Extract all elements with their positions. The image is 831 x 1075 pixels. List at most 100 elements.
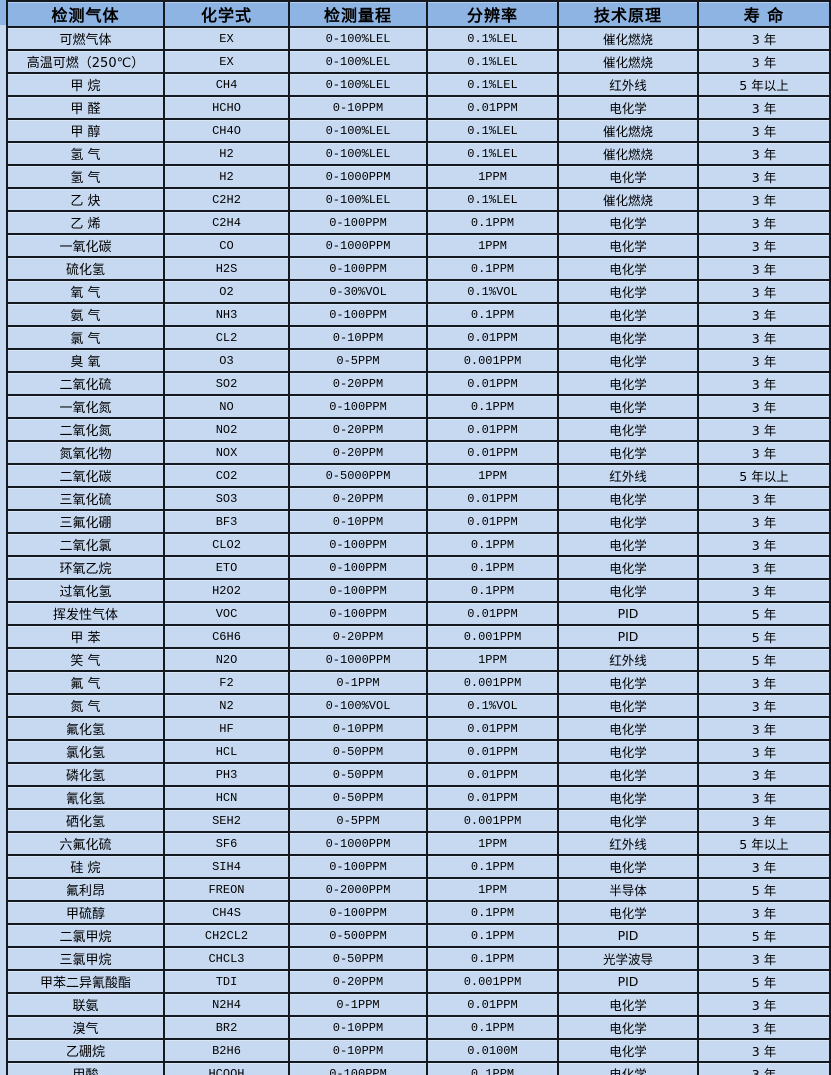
cell-formula: HCHO [163,95,290,120]
table-row: 二氧化氮 NO2 0-20PPM 0.01PPM 电化学 3 年 [6,417,831,442]
cell-resolution: 0.1PPM [426,946,559,971]
table-row: 氯化氢 HCL 0-50PPM 0.01PPM 电化学 3 年 [6,739,831,764]
cell-gas: 氯 气 [6,325,165,350]
cell-range: 0-1000PPM [288,233,428,258]
cell-lifespan: 3 年 [697,164,831,189]
cell-formula: CL2 [163,325,290,350]
cell-resolution: 0.1PPM [426,532,559,557]
cell-lifespan: 3 年 [697,348,831,373]
cell-gas: 六氟化硫 [6,831,165,856]
table-row: 氯 气 CL2 0-10PPM 0.01PPM 电化学 3 年 [6,325,831,350]
cell-lifespan: 3 年 [697,854,831,879]
cell-range: 0-100%LEL [288,49,428,74]
table-row: 溴气 BR2 0-10PPM 0.1PPM 电化学 3 年 [6,1015,831,1040]
cell-formula: O3 [163,348,290,373]
cell-resolution: 0.1PPM [426,1061,559,1075]
cell-range: 0-1000PPM [288,831,428,856]
cell-lifespan: 5 年 [697,877,831,902]
cell-range: 0-1PPM [288,992,428,1017]
col-header-formula: 化学式 [163,0,290,28]
cell-range: 0-100PPM [288,578,428,603]
cell-principle: 半导体 [557,877,699,902]
cell-lifespan: 3 年 [697,417,831,442]
cell-resolution: 0.001PPM [426,624,559,649]
table-row: 乙 烯 C2H4 0-100PPM 0.1PPM 电化学 3 年 [6,210,831,235]
table-row: 挥发性气体 VOC 0-100PPM 0.01PPM PID 5 年 [6,601,831,626]
table-row: 甲 烷 CH4 0-100%LEL 0.1%LEL 红外线 5 年以上 [6,72,831,97]
table-row: 氢 气 H2 0-1000PPM 1PPM 电化学 3 年 [6,164,831,189]
cell-principle: 催化燃烧 [557,187,699,212]
cell-lifespan: 3 年 [697,1061,831,1075]
cell-lifespan: 3 年 [697,279,831,304]
table-row: 甲 苯 C6H6 0-20PPM 0.001PPM PID 5 年 [6,624,831,649]
cell-gas: 甲 烷 [6,72,165,97]
cell-principle: 电化学 [557,808,699,833]
cell-formula: F2 [163,670,290,695]
cell-principle: 电化学 [557,762,699,787]
cell-resolution: 0.1%LEL [426,118,559,143]
cell-resolution: 0.0100M [426,1038,559,1063]
cell-formula: BF3 [163,509,290,534]
cell-range: 0-5PPM [288,808,428,833]
cell-gas: 甲硫醇 [6,900,165,925]
cell-formula: BR2 [163,1015,290,1040]
cell-resolution: 0.1PPM [426,210,559,235]
cell-principle: PID [557,923,699,948]
cell-range: 0-100PPM [288,900,428,925]
cell-lifespan: 5 年 [697,624,831,649]
cell-formula: CH4 [163,72,290,97]
cell-resolution: 0.01PPM [426,509,559,534]
cell-gas: 二氯甲烷 [6,923,165,948]
cell-formula: C2H2 [163,187,290,212]
cell-resolution: 0.01PPM [426,785,559,810]
cell-lifespan: 3 年 [697,233,831,258]
table-row: 硫化氢 H2S 0-100PPM 0.1PPM 电化学 3 年 [6,256,831,281]
cell-lifespan: 3 年 [697,371,831,396]
cell-gas: 氢 气 [6,141,165,166]
cell-resolution: 0.1PPM [426,900,559,925]
table-row: 氟 气 F2 0-1PPM 0.001PPM 电化学 3 年 [6,670,831,695]
table-row: 氟化氢 HF 0-10PPM 0.01PPM 电化学 3 年 [6,716,831,741]
cell-formula: SIH4 [163,854,290,879]
cell-lifespan: 5 年 [697,647,831,672]
col-header-principle: 技术原理 [557,0,699,28]
cell-gas: 笑 气 [6,647,165,672]
cell-lifespan: 3 年 [697,716,831,741]
cell-gas: 环氧乙烷 [6,555,165,580]
cell-resolution: 1PPM [426,233,559,258]
cell-gas: 氟化氢 [6,716,165,741]
cell-lifespan: 3 年 [697,946,831,971]
table-row: 六氟化硫 SF6 0-1000PPM 1PPM 红外线 5 年以上 [6,831,831,856]
cell-range: 0-100PPM [288,1061,428,1075]
cell-resolution: 0.1%LEL [426,72,559,97]
cell-principle: 电化学 [557,256,699,281]
cell-resolution: 1PPM [426,647,559,672]
table-row: 甲 醛 HCHO 0-10PPM 0.01PPM 电化学 3 年 [6,95,831,120]
table-row: 甲 醇 CH4O 0-100%LEL 0.1%LEL 催化燃烧 3 年 [6,118,831,143]
cell-resolution: 0.1%LEL [426,141,559,166]
cell-gas: 硒化氢 [6,808,165,833]
cell-range: 0-50PPM [288,762,428,787]
cell-range: 0-100PPM [288,394,428,419]
cell-gas: 甲 苯 [6,624,165,649]
cell-resolution: 0.1%LEL [426,49,559,74]
table-row: 二氧化碳 CO2 0-5000PPM 1PPM 红外线 5 年以上 [6,463,831,488]
cell-gas: 三氧化硫 [6,486,165,511]
col-header-gas: 检测气体 [6,0,165,28]
table-row: 笑 气 N2O 0-1000PPM 1PPM 红外线 5 年 [6,647,831,672]
cell-formula: PH3 [163,762,290,787]
cell-principle: 电化学 [557,325,699,350]
cell-gas: 一氧化碳 [6,233,165,258]
cell-resolution: 0.001PPM [426,969,559,994]
cell-range: 0-20PPM [288,969,428,994]
cell-principle: 电化学 [557,440,699,465]
cell-resolution: 0.1PPM [426,923,559,948]
cell-gas: 乙 烯 [6,210,165,235]
cell-lifespan: 3 年 [697,187,831,212]
cell-gas: 挥发性气体 [6,601,165,626]
col-header-range: 检测量程 [288,0,428,28]
table-row: 氰化氢 HCN 0-50PPM 0.01PPM 电化学 3 年 [6,785,831,810]
cell-lifespan: 3 年 [697,509,831,534]
table-row: 氨 气 NH3 0-100PPM 0.1PPM 电化学 3 年 [6,302,831,327]
cell-gas: 氰化氢 [6,785,165,810]
